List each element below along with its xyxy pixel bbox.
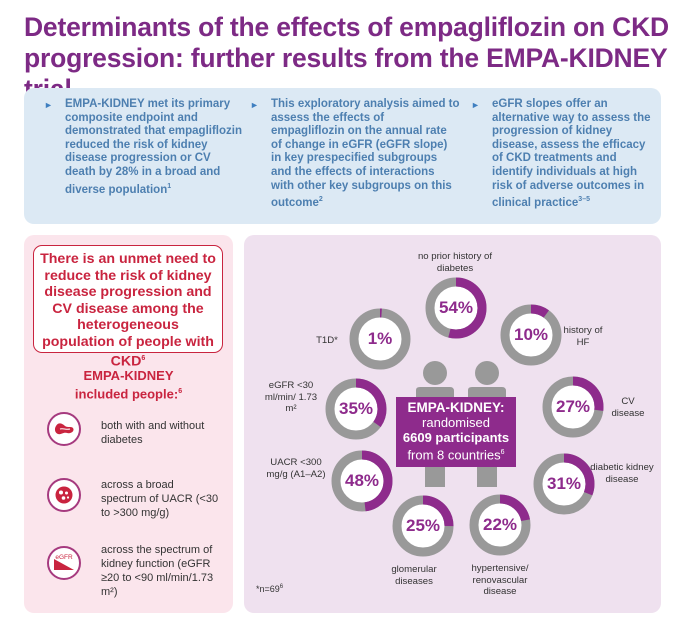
center-line1: randomised	[422, 415, 490, 430]
summary-box: ► EMPA-KIDNEY met its primary composite …	[24, 88, 661, 224]
center-box	[396, 397, 516, 467]
arrow-icon: ►	[250, 100, 259, 110]
label-hypertensive: hypertensive/ renovascular disease	[471, 563, 529, 597]
label-t1d: T1D*	[316, 335, 338, 346]
ring-arc	[500, 304, 562, 366]
ring-arc	[392, 495, 454, 557]
label-glomerular: glomerular diseases	[391, 564, 437, 587]
ring-arc	[325, 378, 387, 440]
center-title: EMPA-KIDNEY:	[407, 400, 505, 415]
ring-arc	[425, 277, 487, 339]
ring-value: 1%	[367, 329, 393, 348]
ring-value: 27%	[555, 397, 591, 416]
summary-bullet-1: ► EMPA-KIDNEY met its primary composite …	[44, 98, 242, 196]
ring-arc	[349, 308, 411, 370]
ring-value: 48%	[344, 471, 380, 490]
population-egfr: across the spectrum of kidney function (…	[101, 544, 214, 598]
label-history-hf: history of HF	[563, 325, 603, 348]
unmet-need-text: There is an unmet need to reduce the ris…	[40, 251, 216, 370]
urine-albumin-icon	[47, 478, 81, 512]
ring-value: 10%	[513, 325, 549, 344]
population-diabetes: both with and without diabetes	[101, 420, 205, 446]
label-diabetic-kidney: diabetic kidney disease	[590, 462, 654, 485]
subgroup-diagram	[325, 277, 604, 557]
summary-bullet-3: ► eGFR slopes offer an alternative way t…	[471, 98, 651, 209]
ring-value: 31%	[546, 474, 582, 493]
label-cv-disease: CV disease	[611, 396, 645, 419]
ring-arc	[533, 453, 595, 515]
arrow-icon: ►	[471, 100, 480, 110]
center-box-text: EMPA-KIDNEY: randomised 6609 participant…	[396, 400, 516, 462]
ring-arc	[542, 376, 604, 438]
center-participants: 6609 participants	[402, 430, 510, 445]
footnote: *n=696	[256, 584, 284, 594]
egfr-icon: eGFR	[47, 546, 81, 580]
ring-arc	[331, 450, 393, 512]
population-uacr: across a broad spectrum of UACR (<30 to …	[101, 479, 219, 519]
unmet-need-box: There is an unmet need to reduce the ris…	[33, 245, 223, 369]
pancreas-icon	[47, 412, 81, 446]
page-title: Determinants of the effects of empaglifl…	[24, 12, 669, 104]
label-no-diabetes: no prior history of diabetes	[417, 251, 493, 274]
ring-arc	[469, 494, 531, 556]
included-heading: EMPA-KIDNEY included people:6	[74, 368, 183, 402]
center-line2: from 8 countries6	[407, 447, 505, 463]
ring-value: 22%	[482, 515, 518, 534]
label-uacr: UACR <300 mg/g (A1–A2)	[266, 457, 326, 480]
ring-value: 54%	[438, 298, 474, 317]
label-egfr: eGFR <30 ml/min/ 1.73 m²	[264, 380, 318, 414]
arrow-icon: ►	[44, 100, 53, 110]
ring-value: 25%	[405, 516, 441, 535]
summary-bullet-2: ► This exploratory analysis aimed to ass…	[250, 98, 460, 209]
ring-value: 35%	[338, 399, 374, 418]
egfr-icon-text: eGFR	[55, 554, 73, 561]
